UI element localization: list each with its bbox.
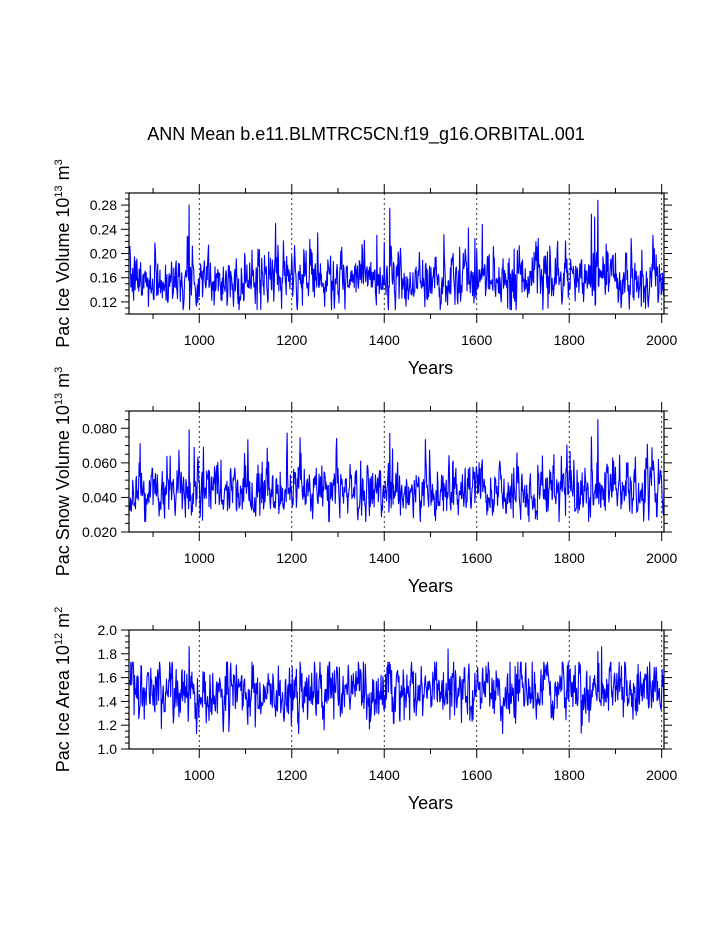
y-label-text: Pac Snow Volume 10 [53,405,73,576]
y-tick-label: 0.24 [90,221,117,237]
y-tick-label: 1.6 [98,670,118,686]
y-axis-label: Pac Ice Area 1012 m2 [53,607,73,772]
page-title: ANN Mean b.e11.BLMTRC5CN.f19_g16.ORBITAL… [147,124,585,145]
y-label-exponent: 12 [53,633,65,645]
data-series-line [129,646,665,735]
data-series-line [129,199,665,311]
x-axis-label: Years [408,793,453,813]
y-label-unit-exponent: 3 [53,367,65,373]
x-axis-label: Years [408,576,453,596]
x-tick-label: 1200 [276,767,307,783]
x-tick-label: 1800 [554,767,585,783]
x-tick-label: 2000 [646,550,677,566]
y-tick-label: 0.020 [82,524,117,540]
y-tick-label: 0.20 [90,246,117,262]
y-tick-label: 1.2 [98,717,118,733]
y-tick-label: 0.28 [90,197,117,213]
x-tick-label: 1000 [184,550,215,566]
y-label-exponent: 13 [53,185,65,197]
y-tick-label: 0.060 [82,455,117,471]
y-label-unit: m [53,613,73,633]
x-tick-label: 1200 [276,550,307,566]
y-label-unit: m [53,373,73,393]
y-tick-label: 2.0 [98,622,118,638]
y-label-text: Pac Ice Area 10 [53,645,73,772]
x-tick-label: 1600 [461,550,492,566]
x-tick-label: 1400 [369,767,400,783]
y-axis-label: Pac Ice Volume 1013 m3 [53,159,73,347]
y-tick-label: 1.8 [98,646,118,662]
y-tick-label: 0.040 [82,489,117,505]
chart-panel-1: 1000 1200 1400 1600 1800 2000 0.12 0.16 0.20 0.24… [53,159,677,378]
chart-panel-2: 1000 1200 1400 1600 1800 2000 0.020 0.040 0.060 0… [53,367,677,596]
y-tick-label: 1.0 [98,741,118,757]
y-label-unit-exponent: 3 [53,159,65,165]
x-tick-label: 1200 [276,332,307,348]
y-label-unit: m [53,165,73,185]
x-tick-label: 2000 [646,767,677,783]
y-tick-label: 0.16 [90,270,117,286]
x-tick-label: 1400 [369,332,400,348]
y-label-text: Pac Ice Volume 10 [53,198,73,348]
y-tick-label: 1.4 [98,693,118,709]
x-tick-label: 1000 [184,332,215,348]
x-tick-label: 1800 [554,550,585,566]
x-tick-label: 1400 [369,550,400,566]
data-series-line [129,419,665,523]
x-tick-label: 1600 [461,332,492,348]
x-tick-label: 1600 [461,767,492,783]
y-axis-label: Pac Snow Volume 1013 m3 [53,367,73,576]
x-tick-label: 1800 [554,332,585,348]
x-axis-label: Years [408,358,453,378]
x-tick-label: 2000 [646,332,677,348]
y-tick-label: 0.12 [90,294,117,310]
chart-panel-3: 1000 1200 1400 1600 1800 2000 1.0 1.2 1.4 1.6 1.8 2… [53,607,677,813]
y-tick-label: 0.080 [82,420,117,436]
x-tick-label: 1000 [184,767,215,783]
y-label-exponent: 13 [53,393,65,405]
y-label-unit-exponent: 2 [53,607,65,613]
